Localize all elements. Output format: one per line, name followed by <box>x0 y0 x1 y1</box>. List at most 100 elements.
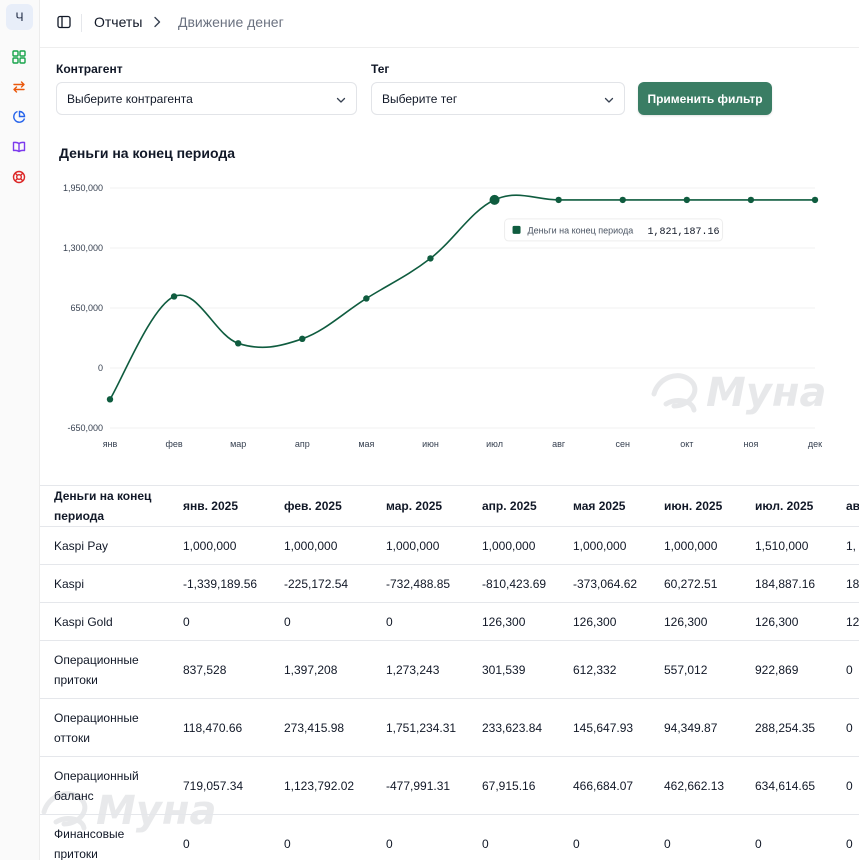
table-cell: 118,470.66 <box>169 698 270 757</box>
table-cell: 462,662.13 <box>650 756 741 815</box>
table-cell: -373,064.62 <box>559 564 650 603</box>
table-cell: 0 <box>650 814 741 860</box>
table-cell: 1,273,243 <box>372 640 468 699</box>
table-cell: 0 <box>832 640 859 699</box>
data-point <box>363 295 370 302</box>
table-row: Операционные притоки 837,528 1,397,208 1,27… <box>40 640 859 699</box>
table-cell: -732,488.85 <box>372 564 468 603</box>
column-header[interactable]: мая 2025 <box>559 485 650 527</box>
table-cell: 233,623.84 <box>468 698 559 757</box>
data-point <box>234 340 242 347</box>
y-tick-label: 1,950,000 <box>63 183 103 193</box>
column-header[interactable]: июл. 2025 <box>741 485 832 527</box>
table-cell: -1,339,189.56 <box>169 564 270 603</box>
data-point <box>811 196 819 204</box>
column-header[interactable]: апр. 2025 <box>468 485 559 527</box>
table-cell: 612,332 <box>559 640 650 699</box>
x-tick-label: июл <box>486 439 503 449</box>
workspace-avatar[interactable]: Ч <box>6 4 33 30</box>
lifebuoy-icon[interactable] <box>11 169 27 185</box>
counterparty-select[interactable]: Выберите контрагента <box>56 82 357 115</box>
table-cell: 184,887.16 <box>741 564 832 603</box>
table-cell: 1,000,000 <box>372 526 468 565</box>
row-label: Операционный баланс <box>40 756 169 815</box>
table-cell: 18 <box>832 564 859 603</box>
table-cell: 1,000,000 <box>559 526 650 565</box>
table-header-title: Деньги на конец периода <box>40 485 169 527</box>
tooltip-box <box>504 218 724 242</box>
breadcrumb-reports[interactable]: Отчеты <box>94 14 143 30</box>
table-cell: 922,869 <box>741 640 832 699</box>
x-tick-label: ноя <box>743 439 758 449</box>
data-point <box>299 335 306 343</box>
data-point <box>683 196 691 204</box>
table-header-row: Деньги на конец периода янв. 2025 фев. 2… <box>40 485 859 527</box>
row-label: Kaspi Gold <box>40 602 169 641</box>
x-tick-label: апр <box>295 439 310 449</box>
tooltip-value: 1,821,187.16 <box>648 227 720 238</box>
book-icon[interactable] <box>11 139 27 155</box>
x-tick-label: авг <box>552 439 566 449</box>
tag-select[interactable]: Выберите тег <box>371 82 625 115</box>
apply-filter-button[interactable]: Применить фильтр <box>638 82 772 115</box>
table-row: Kaspi Gold 0 0 0 126,300 126,300 126,300 126,30… <box>40 602 859 641</box>
table-cell: 273,415.98 <box>270 698 372 757</box>
table-cell: -477,991.31 <box>372 756 468 815</box>
table-cell: 1, <box>832 526 859 565</box>
table-cell: -225,172.54 <box>270 564 372 603</box>
table-cell: 0 <box>468 814 559 860</box>
table-cell: 719,057.34 <box>169 756 270 815</box>
y-tick-label: 0 <box>98 363 103 373</box>
table-cell: 1,000,000 <box>270 526 372 565</box>
data-point <box>489 194 500 205</box>
sidebar: Ч <box>0 0 40 860</box>
data-point <box>619 196 626 204</box>
table-row: Операционный баланс 719,057.34 1,123,792.0… <box>40 756 859 815</box>
x-tick-label: мая <box>358 439 374 449</box>
table-cell: 67,915.16 <box>468 756 559 815</box>
table-cell: 1,397,208 <box>270 640 372 699</box>
table-cell: 0 <box>741 814 832 860</box>
column-header[interactable]: ав <box>832 485 859 527</box>
y-tick-label: 650,000 <box>70 303 103 313</box>
row-label: Операционные оттоки <box>40 698 169 757</box>
counterparty-select-value: Выберите контрагента <box>67 91 193 106</box>
transfer-icon[interactable] <box>11 79 27 95</box>
table-cell: 837,528 <box>169 640 270 699</box>
dashboard-icon[interactable] <box>11 49 27 65</box>
table-cell: 0 <box>832 698 859 757</box>
table-cell: 0 <box>372 602 468 641</box>
table-cell: 634,614.65 <box>741 756 832 815</box>
pie-chart-icon[interactable] <box>11 109 27 125</box>
data-point <box>106 396 114 403</box>
data-point <box>427 255 434 262</box>
row-label: Финансовые притоки <box>40 814 169 860</box>
table-cell: 1,751,234.31 <box>372 698 468 757</box>
table-cell: 145,647.93 <box>559 698 650 757</box>
table-cell: 0 <box>559 814 650 860</box>
row-label: Kaspi Pay <box>40 526 169 565</box>
balance-table: Деньги на конец периода янв. 2025 фев. 2… <box>40 485 859 860</box>
column-header[interactable]: мар. 2025 <box>372 485 468 527</box>
sidebar-toggle-icon[interactable] <box>56 14 72 30</box>
table-cell: 466,684.07 <box>559 756 650 815</box>
chevron-right-icon <box>150 15 164 29</box>
table-row: Финансовые притоки 0 0 0 0 0 0 0 0 <box>40 814 859 860</box>
table-cell: -810,423.69 <box>468 564 559 603</box>
table-cell: 1,000,000 <box>468 526 559 565</box>
table-cell: 0 <box>270 602 372 641</box>
y-tick-label: -650,000 <box>67 423 103 433</box>
table-cell: 1,000,000 <box>169 526 270 565</box>
x-tick-label: янв <box>103 439 118 449</box>
column-header[interactable]: янв. 2025 <box>169 485 270 527</box>
chevron-down-icon <box>604 94 614 104</box>
table-cell: 557,012 <box>650 640 741 699</box>
column-header[interactable]: фев. 2025 <box>270 485 372 527</box>
table-row: Kaspi -1,339,189.56 -225,172.54 -732,488.85… <box>40 564 859 603</box>
table-cell: 94,349.87 <box>650 698 741 757</box>
column-header[interactable]: июн. 2025 <box>650 485 741 527</box>
row-label: Kaspi <box>40 564 169 603</box>
x-tick-label: фев <box>165 439 182 449</box>
data-point <box>747 196 755 204</box>
